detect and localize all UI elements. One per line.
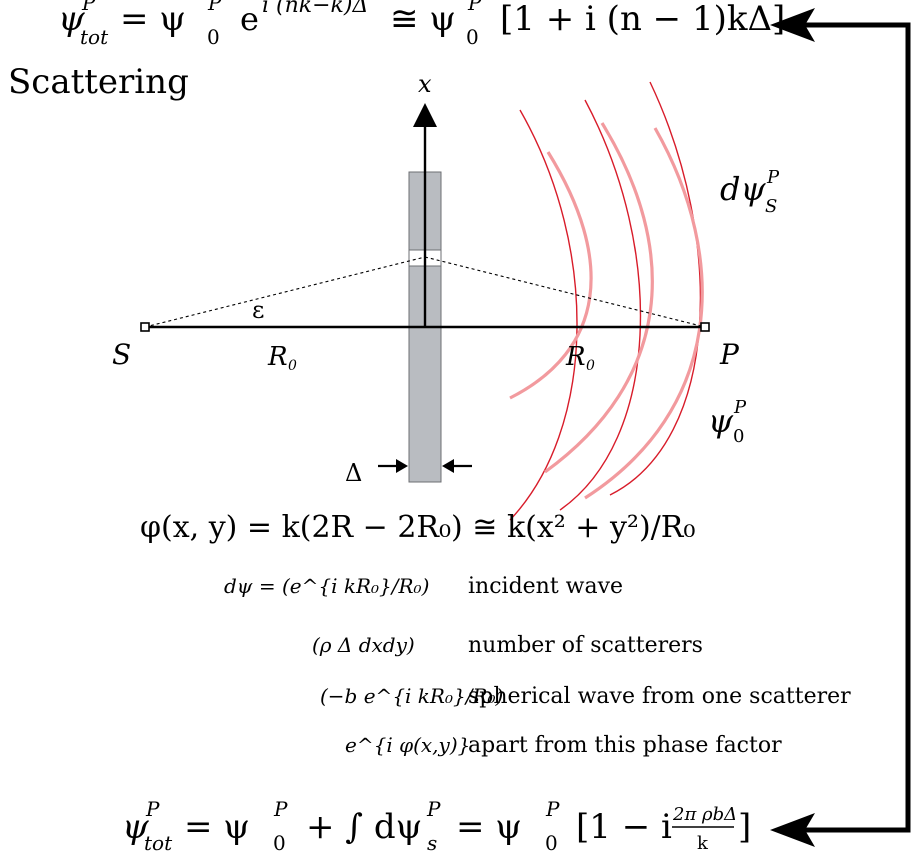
bottom-lhs: ψ: [122, 807, 149, 847]
top-approx-sub: 0: [466, 25, 479, 49]
bottom-frac-num: 2π ρbΔ: [672, 804, 737, 825]
source-label: S: [112, 338, 131, 371]
bottom-lhs-sup: P: [145, 797, 160, 821]
svg-text:P: P: [766, 167, 780, 188]
bottom-arrowhead: [770, 813, 815, 847]
svg-text:ψ: ψ: [708, 402, 734, 440]
axis-label: x: [418, 70, 432, 98]
point-label: P: [719, 338, 740, 371]
top-equation: ψ P tot = ψ P 0 e i (nk−k)Δ ≅ ψ P 0 [1 +…: [58, 0, 785, 49]
wavefront-dark-2: [559, 99, 642, 511]
term-4-math: e^{i φ(x,y)}: [345, 733, 470, 757]
bottom-rhs: = ψ: [184, 807, 250, 847]
term-list: dψ = (e^{i kR₀}/R₀) incident wave (ρ Δ d…: [224, 574, 851, 758]
top-rhs: = ψ: [120, 0, 186, 39]
scattered-path-out: [424, 256, 706, 328]
wavefront-light-1: [509, 151, 593, 400]
source-point: [140, 322, 150, 332]
svg-text:dψ: dψ: [720, 170, 766, 208]
term-3-math: (−b e^{i kR₀}/R₀): [320, 684, 503, 708]
top-lhs-sub: tot: [80, 25, 109, 49]
title: Scattering: [8, 62, 189, 102]
bottom-bracket-open: [1 − i: [576, 807, 672, 847]
top-exp-base: e: [240, 0, 259, 38]
angle-label: ε: [252, 296, 264, 324]
wavefront-light-3: [584, 127, 704, 500]
top-lhs: ψ: [58, 0, 85, 39]
bottom-eq2-sup: P: [545, 797, 560, 821]
top-arrowhead: [770, 8, 815, 42]
feedback-arrow: [770, 8, 911, 847]
bottom-int-sub: s: [427, 831, 437, 855]
top-bracket: [1 + i (n − 1)kΔ]: [500, 0, 785, 39]
wavefront-light-2: [544, 122, 654, 474]
bottom-bracket-close: ]: [738, 807, 751, 847]
term-1-math: dψ = (e^{i kR₀}/R₀): [224, 574, 429, 598]
bottom-rhs-sup: P: [273, 797, 288, 821]
distance-label-left-sub: 0: [288, 358, 297, 374]
bottom-eq2: = ψ: [456, 807, 522, 847]
thickness-label: Δ: [345, 459, 362, 487]
bottom-rhs-sub: 0: [273, 831, 286, 855]
scattered-path-in: [144, 256, 426, 328]
top-lhs-sup: P: [81, 0, 96, 15]
svg-text:0: 0: [733, 426, 744, 447]
term-3-desc: spherical wave from one scatterer: [468, 684, 851, 709]
term-1-desc: incident wave: [468, 574, 623, 599]
top-rhs-sup: P: [207, 0, 222, 15]
wavefront-dark-1: [509, 109, 578, 521]
scattered-wave-label: dψ P S: [720, 167, 780, 217]
svg-text:P: P: [733, 397, 747, 418]
svg-text:S: S: [765, 196, 777, 217]
bottom-int-sup: P: [426, 797, 441, 821]
observation-point: [700, 322, 710, 332]
term-2-desc: number of scatterers: [468, 633, 703, 658]
bottom-frac-den: k: [697, 833, 709, 854]
distance-label-right-sub: 0: [586, 358, 595, 374]
phase-equation: φ(x, y) = k(2R − 2R₀) ≅ k(x² + y²)/R₀: [140, 510, 695, 545]
top-exp: i (nk−k)Δ: [262, 0, 368, 18]
top-approx-sup: P: [467, 0, 482, 15]
wavefronts: [509, 81, 704, 521]
term-4-desc: apart from this phase factor: [468, 733, 782, 758]
term-2-math: (ρ Δ dxdy): [312, 633, 415, 657]
top-rhs-sub: 0: [207, 25, 220, 49]
top-approx: ≅ ψ: [390, 0, 456, 39]
bottom-equation: ψ P tot = ψ P 0 + ∫ dψ P s = ψ P 0 [1 − …: [122, 797, 751, 855]
distance-label-left: R: [267, 342, 288, 372]
bottom-integral: + ∫ dψ: [306, 807, 422, 847]
incident-wave-label: ψ P 0: [708, 397, 747, 447]
bottom-eq2-sub: 0: [545, 831, 558, 855]
bottom-lhs-sub: tot: [144, 831, 173, 855]
distance-label-right: R: [565, 342, 586, 372]
thickness-indicator: Δ: [345, 459, 472, 487]
